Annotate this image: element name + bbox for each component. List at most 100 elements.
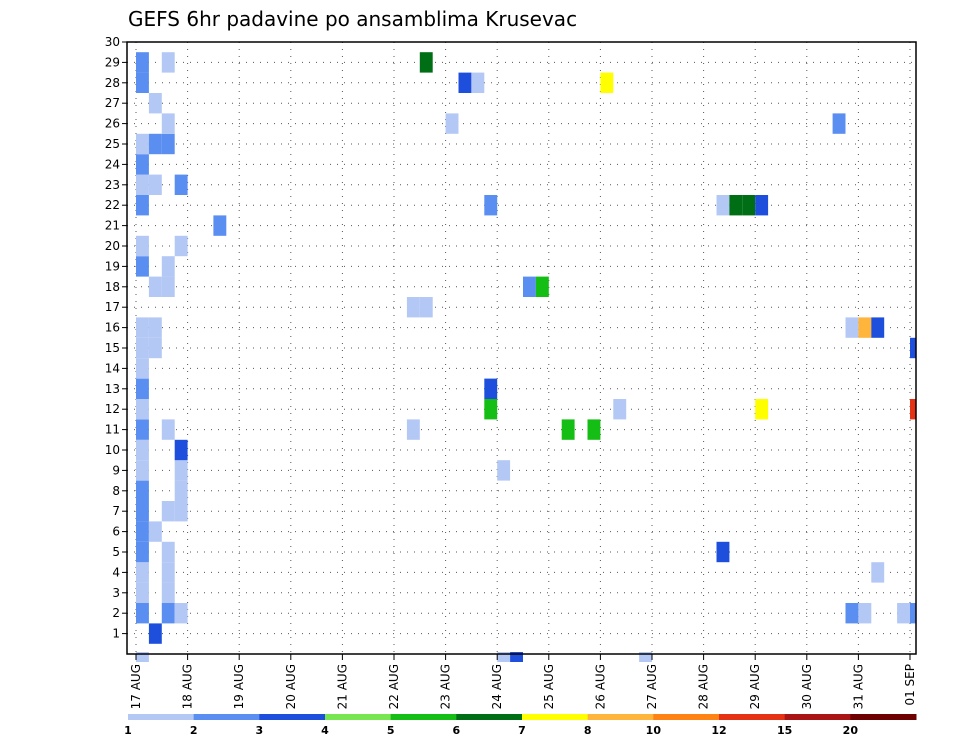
data-cell xyxy=(729,195,743,216)
colorbar-label: 7 xyxy=(518,724,526,737)
y-tick-label: 22 xyxy=(105,198,120,212)
data-cell xyxy=(871,317,885,338)
data-cell xyxy=(174,439,188,461)
data-cell xyxy=(845,317,859,338)
data-cell xyxy=(136,133,149,155)
x-tick-label: 30 AUG xyxy=(800,664,814,709)
y-tick-label: 19 xyxy=(105,259,120,273)
y-tick-label: 6 xyxy=(112,525,120,539)
y-tick-label: 17 xyxy=(105,300,120,314)
x-tick-label: 21 AUG xyxy=(335,664,349,709)
colorbar-segment xyxy=(128,714,195,720)
x-tick-label: 26 AUG xyxy=(593,664,607,709)
y-tick-label: 7 xyxy=(112,504,120,518)
data-cell xyxy=(148,93,162,114)
data-cell xyxy=(742,195,756,216)
y-tick-label: 9 xyxy=(112,463,120,477)
y-tick-label: 4 xyxy=(112,565,120,579)
data-cell xyxy=(406,419,420,440)
data-cell xyxy=(136,460,149,481)
data-cell xyxy=(136,195,149,216)
y-tick-label: 18 xyxy=(105,280,120,294)
x-tick-label: 28 AUG xyxy=(697,664,711,709)
data-cell xyxy=(136,603,149,624)
x-tick-label: 29 AUG xyxy=(748,664,762,709)
data-cell xyxy=(458,72,472,93)
data-cell xyxy=(148,276,162,297)
data-cell xyxy=(858,317,872,338)
colorbar-segment xyxy=(587,714,654,720)
data-cell xyxy=(136,541,149,563)
data-cell xyxy=(484,195,498,216)
data-cell xyxy=(136,501,149,522)
data-cell xyxy=(136,562,149,583)
data-cell xyxy=(136,72,149,93)
colorbar-label: 8 xyxy=(584,724,592,737)
data-cell xyxy=(174,501,188,522)
data-cell xyxy=(161,276,175,297)
data-cell xyxy=(910,399,916,420)
data-cell xyxy=(484,399,498,420)
data-cell xyxy=(174,603,188,624)
y-axis: 1234567891011121314151617181920212223242… xyxy=(105,35,127,641)
colorbar-segment xyxy=(259,714,326,720)
data-cell xyxy=(136,521,149,542)
y-tick-label: 29 xyxy=(105,55,120,69)
data-cells xyxy=(136,52,916,662)
data-cell xyxy=(600,72,614,93)
y-tick-label: 2 xyxy=(112,606,120,620)
data-cell xyxy=(419,52,433,73)
x-tick-label: 23 AUG xyxy=(439,664,453,709)
data-cell xyxy=(148,174,162,195)
colorbar-label: 15 xyxy=(777,724,792,737)
data-cell xyxy=(716,541,730,563)
colorbar-label: 4 xyxy=(321,724,329,737)
x-tick-label: 27 AUG xyxy=(645,664,659,709)
data-cell xyxy=(136,358,149,379)
y-tick-label: 8 xyxy=(112,484,120,498)
x-axis: 17 AUG 18 AUG 19 AUG 20 AUG 21 AUG 22 AUG 23 A… xyxy=(129,654,917,709)
colorbar-segment xyxy=(325,714,392,720)
data-cell xyxy=(136,337,149,359)
colorbar-segment xyxy=(784,714,851,720)
colorbar-segment xyxy=(850,714,917,720)
y-tick-label: 11 xyxy=(105,423,120,437)
colorbar-segment xyxy=(719,714,786,720)
data-cell xyxy=(148,317,162,338)
data-cell xyxy=(561,419,575,440)
y-tick-label: 16 xyxy=(105,321,120,335)
data-cell xyxy=(161,419,175,440)
y-tick-label: 12 xyxy=(105,402,120,416)
data-cell xyxy=(136,419,149,440)
y-tick-label: 13 xyxy=(105,382,120,396)
data-cell xyxy=(161,562,175,583)
data-cell xyxy=(871,562,885,583)
x-tick-label: 25 AUG xyxy=(542,664,556,709)
colorbar-label: 12 xyxy=(711,724,726,737)
data-cell xyxy=(148,623,162,644)
data-cell xyxy=(910,603,916,624)
data-cell xyxy=(523,276,536,297)
data-cell xyxy=(161,582,175,603)
colorbar-segment xyxy=(522,714,589,720)
data-cell xyxy=(136,439,149,461)
data-cell xyxy=(136,582,149,603)
colorbar-label: 1 xyxy=(124,724,132,737)
y-tick-label: 24 xyxy=(105,157,120,171)
y-tick-label: 20 xyxy=(105,239,120,253)
y-tick-label: 3 xyxy=(112,586,120,600)
x-tick-label: 20 AUG xyxy=(284,664,298,709)
data-cell xyxy=(716,195,730,216)
y-tick-label: 27 xyxy=(105,96,120,110)
data-cell xyxy=(136,317,149,338)
y-tick-label: 23 xyxy=(105,178,120,192)
y-tick-label: 21 xyxy=(105,219,120,233)
data-cell xyxy=(845,603,859,624)
data-cell xyxy=(161,113,175,134)
data-cell xyxy=(148,133,162,155)
data-cell-below-axis xyxy=(510,652,523,662)
data-cell xyxy=(613,399,627,420)
data-cell xyxy=(161,256,175,277)
data-cell xyxy=(148,521,162,542)
